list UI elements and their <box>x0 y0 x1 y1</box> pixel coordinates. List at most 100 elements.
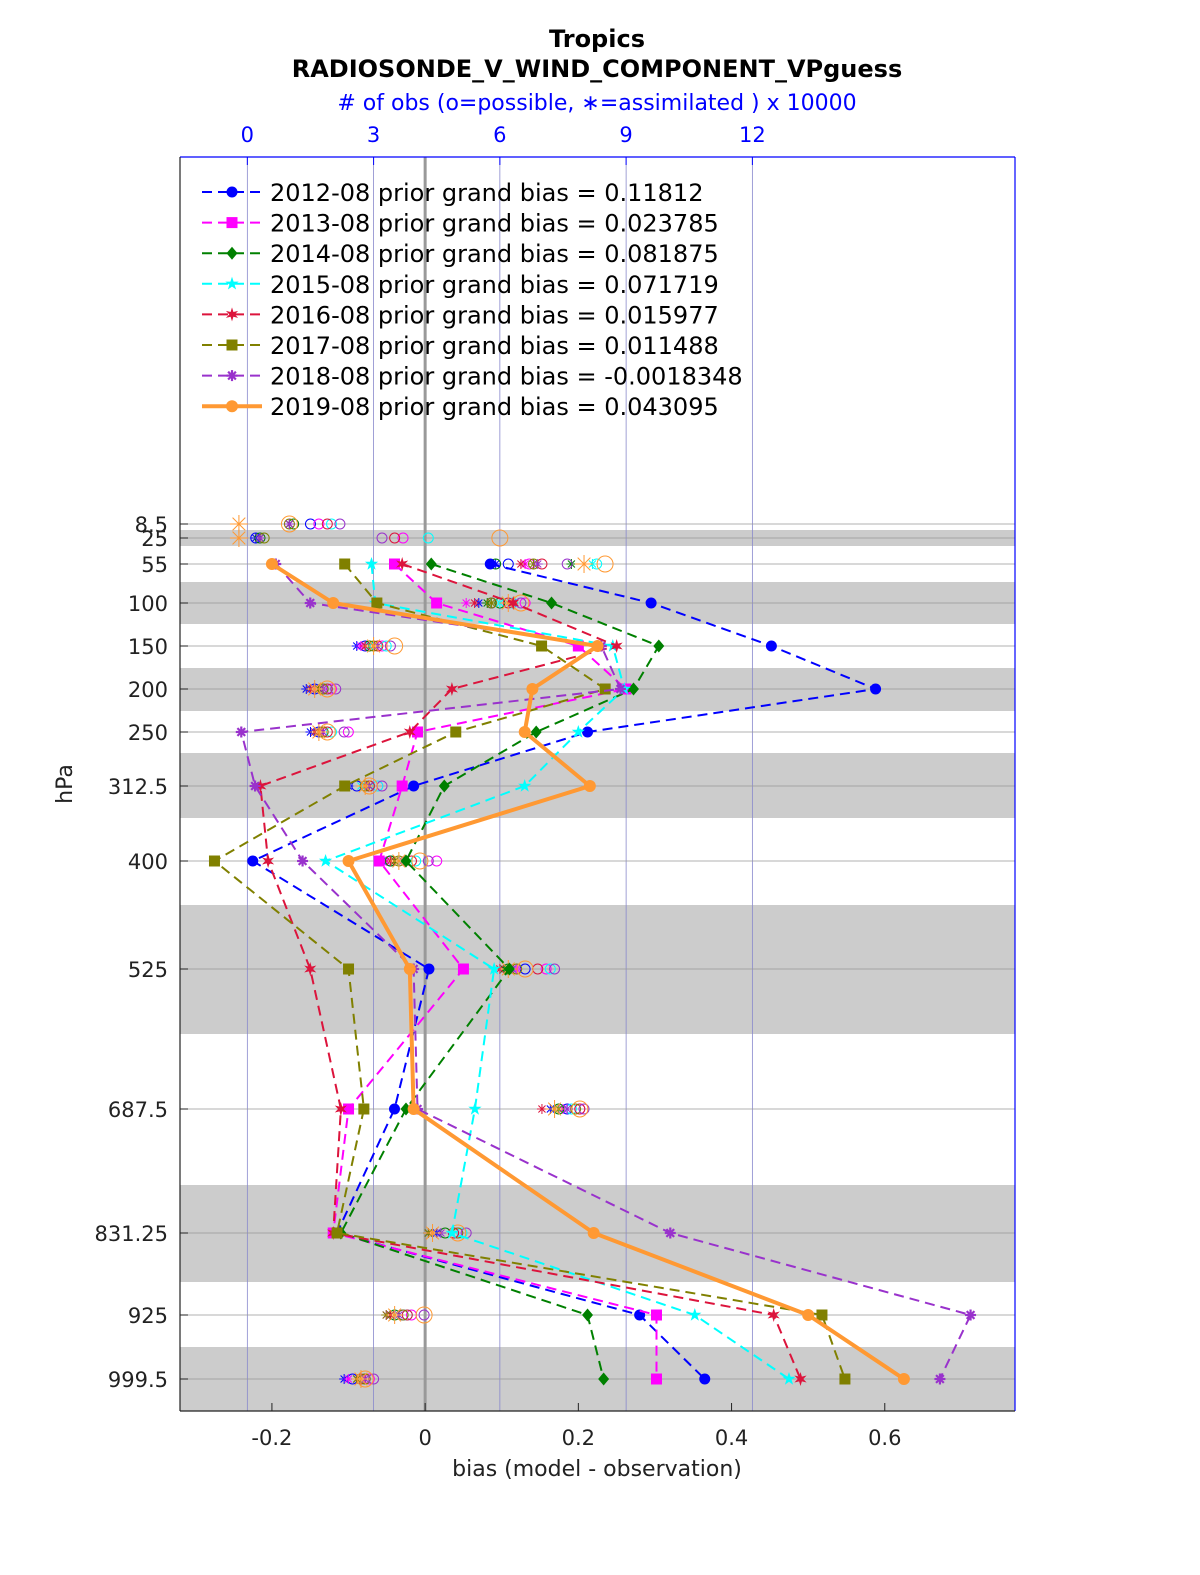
obs-assimilated-marker <box>545 1100 564 1118</box>
legend-label: 2012-08 prior grand bias = 0.11812 <box>270 179 703 207</box>
legend-label: 2017-08 prior grand bias = 0.011488 <box>270 332 719 360</box>
obs-possible-marker <box>415 1306 433 1324</box>
y-tick-label: 250 <box>128 721 168 745</box>
series-2014-08 <box>335 557 665 1386</box>
obs-assimilated-marker <box>515 559 526 569</box>
data-point <box>408 780 420 792</box>
data-point <box>688 1308 702 1321</box>
obs-assimilated-marker <box>423 1224 442 1242</box>
legend-swatch-marker <box>225 276 239 290</box>
data-point <box>407 1103 420 1115</box>
data-point <box>765 640 777 652</box>
obs-assimilated-marker <box>461 598 472 608</box>
data-point <box>343 963 355 975</box>
legend-swatch-marker <box>226 246 238 260</box>
legend-swatch-marker <box>226 370 238 382</box>
obs-assimilated-marker <box>469 598 480 608</box>
obs-possible-marker <box>389 532 401 544</box>
obs-possible-marker <box>578 1103 590 1115</box>
legend-entry: 2014-08 prior grand bias = 0.081875 <box>202 240 719 268</box>
legend-swatch-marker <box>226 400 238 413</box>
data-point <box>583 780 596 792</box>
series-line <box>259 563 802 1380</box>
data-point <box>897 1373 910 1385</box>
data-point <box>235 726 247 738</box>
level-band <box>180 753 1015 818</box>
y-tick-label: 25 <box>141 527 168 551</box>
legend: 2012-08 prior grand bias = 0.11812 2013-0… <box>202 179 743 421</box>
legend-swatch-marker <box>225 307 239 322</box>
obs-assimilated-marker <box>254 533 265 543</box>
y-tick-label: 400 <box>128 850 168 874</box>
obs-assimilated-marker <box>356 777 375 795</box>
series-2017-08 <box>208 558 851 1385</box>
y-tick-label: 55 <box>141 553 168 577</box>
obs-assimilated-marker <box>343 1374 354 1384</box>
data-point <box>614 683 626 695</box>
obs-assimilated-marker <box>229 515 248 533</box>
top-tick-label: 0 <box>241 123 254 147</box>
data-point <box>343 1103 355 1115</box>
data-point <box>650 1309 662 1321</box>
data-point <box>468 1102 482 1115</box>
y-tick-label: 925 <box>128 1304 168 1328</box>
legend-label: 2016-08 prior grand bias = 0.015977 <box>270 301 719 329</box>
data-point <box>965 1309 977 1321</box>
chart-subtitle: RADIOSONDE_V_WIND_COMPONENT_VPguess <box>292 55 903 83</box>
data-point <box>339 558 351 570</box>
data-point <box>364 557 379 570</box>
obs-possible-marker <box>342 726 354 738</box>
y-tick-label: 687.5 <box>108 1098 168 1122</box>
obs-assimilated-marker <box>575 555 594 573</box>
data-point <box>484 558 496 570</box>
obs-possible-marker <box>456 1227 468 1239</box>
data-point <box>249 780 261 792</box>
obs-assimilated-marker <box>562 1104 573 1114</box>
x-tick-label: 0.6 <box>868 1426 901 1450</box>
obs-assimilated-marker <box>389 852 408 870</box>
legend-label: 2018-08 prior grand bias = -0.0018348 <box>270 363 743 391</box>
data-point <box>247 855 259 867</box>
data-point <box>664 1227 676 1239</box>
data-point <box>318 854 333 867</box>
series-line <box>212 563 846 1380</box>
obs-possible-marker <box>397 532 409 544</box>
legend-label: 2013-08 prior grand bias = 0.023785 <box>270 210 719 238</box>
series-line <box>339 563 661 1380</box>
legend-label: 2019-08 prior grand bias = 0.043095 <box>270 393 719 421</box>
data-point <box>297 855 309 867</box>
y-axis-label: hPa <box>53 764 78 804</box>
obs-possible-marker <box>422 532 434 544</box>
obs-possible-marker <box>540 963 552 975</box>
data-point <box>388 558 400 570</box>
data-point <box>582 726 594 738</box>
chart-title: Tropics <box>549 25 645 53</box>
data-point <box>339 780 351 792</box>
legend-entry: 2013-08 prior grand bias = 0.023785 <box>202 210 719 238</box>
obs-possible-marker <box>431 855 443 867</box>
data-point <box>699 1373 711 1385</box>
data-point <box>530 725 542 739</box>
series-line <box>323 563 790 1380</box>
y-tick-label: 8.5 <box>135 513 168 537</box>
data-point <box>431 597 443 609</box>
obs-possible-marker <box>330 683 342 695</box>
data-point <box>403 725 416 739</box>
legend-label: 2015-08 prior grand bias = 0.071719 <box>270 271 719 299</box>
data-point <box>400 854 412 868</box>
data-point <box>262 854 275 868</box>
top-tick-label: 3 <box>367 123 380 147</box>
obs-possible-marker <box>544 963 556 975</box>
top-tick-label: 12 <box>739 123 766 147</box>
obs-possible-marker <box>418 1309 430 1321</box>
data-point <box>610 639 623 653</box>
data-point <box>396 557 409 571</box>
obs-assimilated-marker <box>536 1104 547 1114</box>
data-point <box>445 682 458 696</box>
data-point <box>767 1308 780 1322</box>
data-point <box>265 558 278 570</box>
x-tick-label: -0.2 <box>251 1426 292 1450</box>
top-tick-label: 6 <box>493 123 506 147</box>
data-point <box>334 1102 347 1116</box>
y-tick-label: 312.5 <box>108 775 168 799</box>
